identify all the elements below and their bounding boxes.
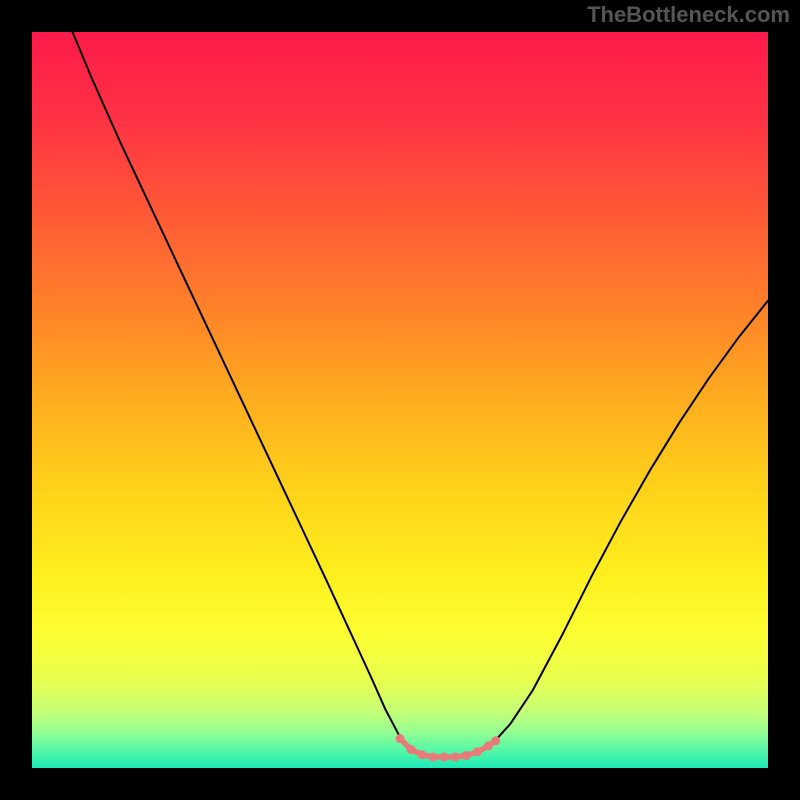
chart-container: TheBottleneck.com — [0, 0, 800, 800]
plot-area — [32, 32, 768, 768]
watermark-text: TheBottleneck.com — [587, 2, 790, 28]
gradient-background — [32, 32, 768, 768]
